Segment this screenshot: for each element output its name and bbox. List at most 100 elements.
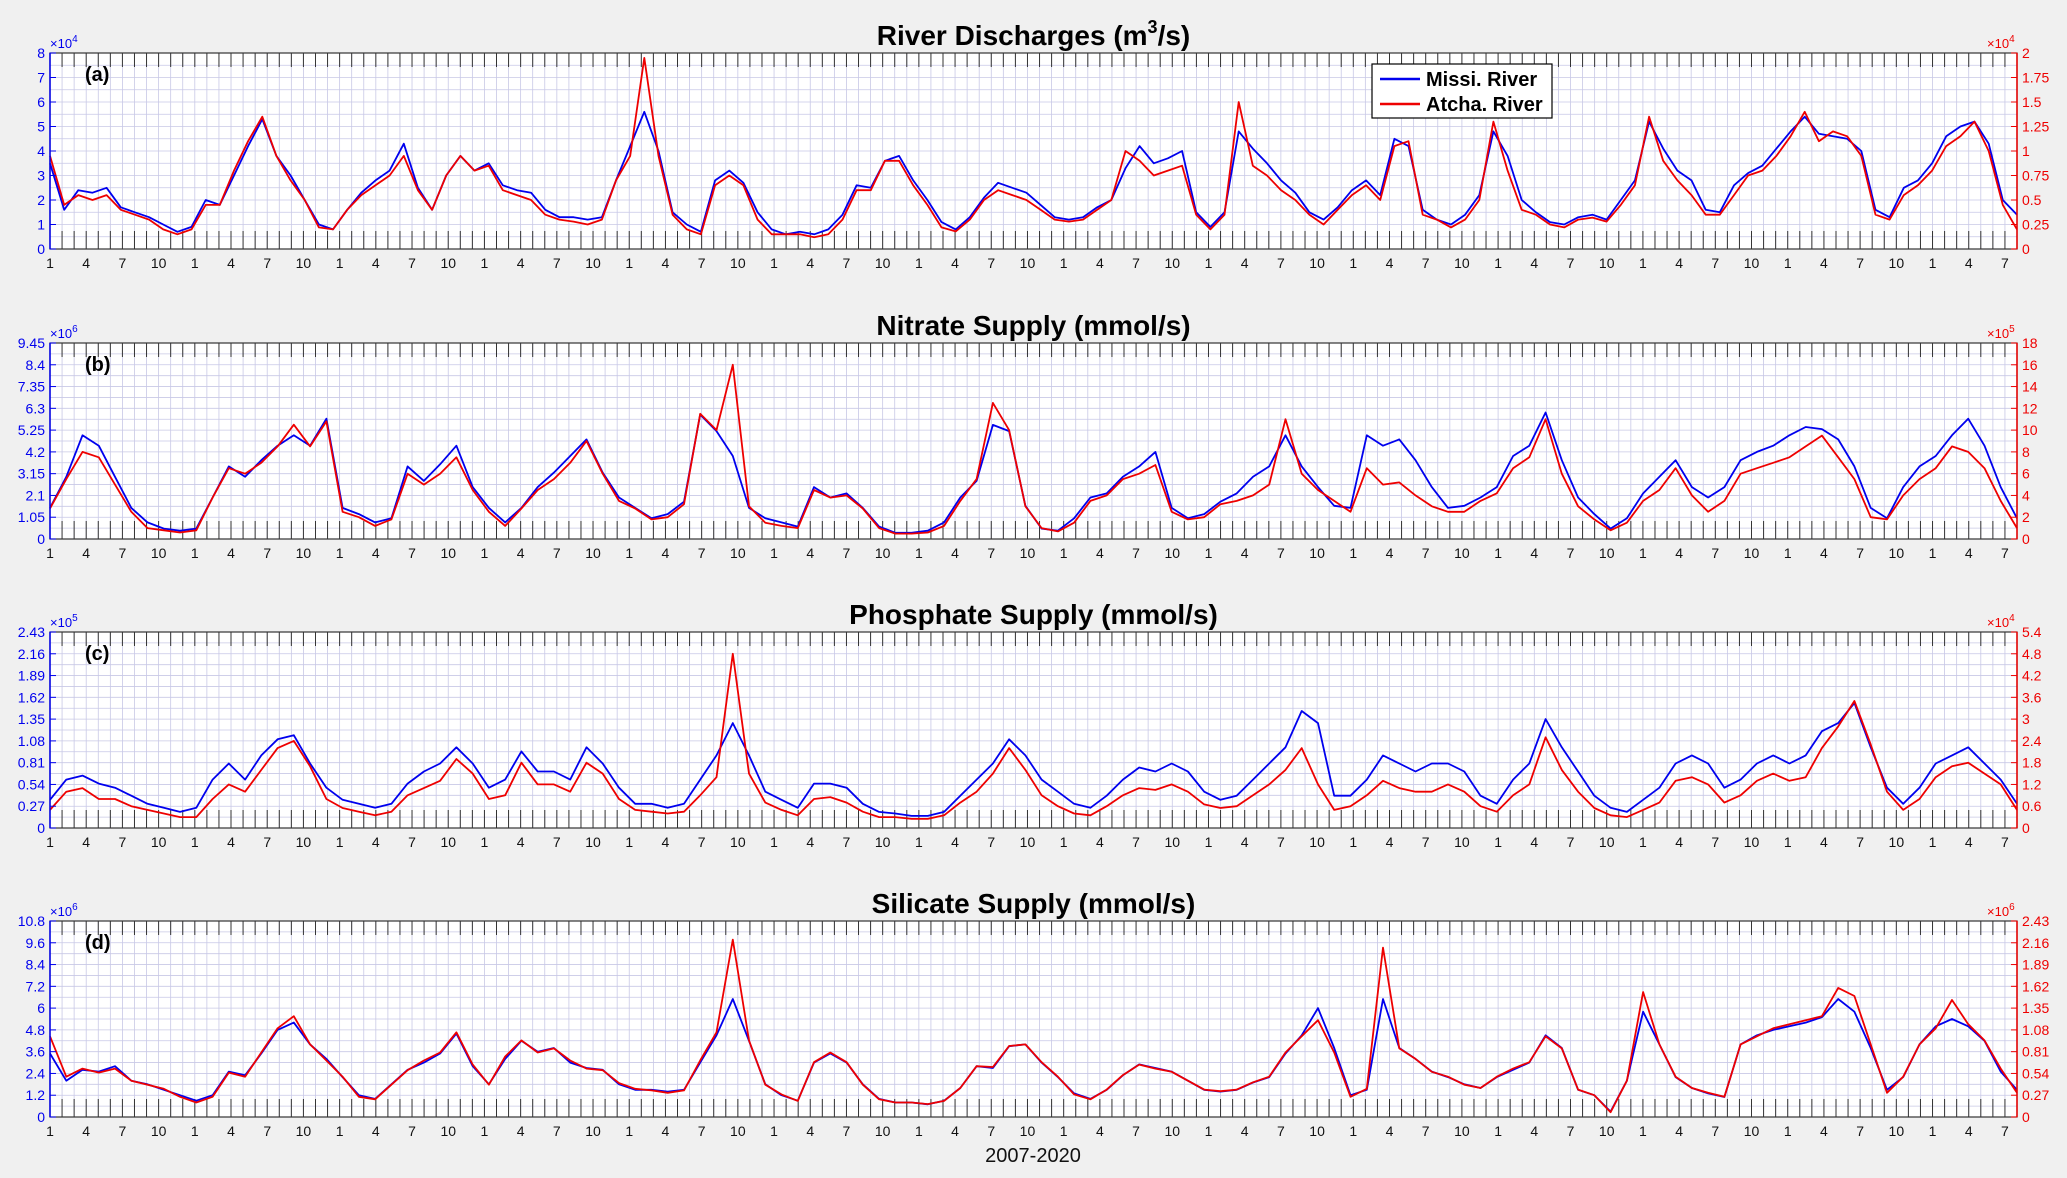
x-tick-label: 10 [875,1123,891,1139]
y-tick-label-right: 1.75 [2022,70,2049,86]
y-tick-label-right: 16 [2022,357,2038,373]
x-tick-label: 4 [1096,834,1104,850]
y-tick-label-right: 2.16 [2022,935,2049,951]
series-line-missi [49,702,2018,817]
y-tick-label-right: 1 [2022,143,2030,159]
x-tick-label: 4 [951,1123,959,1139]
x-tick-label: 7 [1856,255,1864,271]
x-tick-label: 1 [481,255,489,271]
x-tick-label: 10 [1744,545,1760,561]
x-tick-label: 7 [843,1123,851,1139]
x-tick-label: 4 [806,255,814,271]
series-line-atcha [49,938,2018,1114]
x-tick-label: 7 [1132,1123,1140,1139]
y-tick-label-right: 0.5 [2022,192,2042,208]
x-tick-label: 4 [1675,255,1683,271]
x-tick-label: 7 [1422,545,1430,561]
x-tick-label: 7 [1132,545,1140,561]
x-tick-label: 4 [1241,834,1249,850]
x-tick-label: 7 [553,1123,561,1139]
y-tick-label-left: 7 [37,70,45,86]
x-tick-label: 4 [82,255,90,271]
y-tick-label-right: 0.75 [2022,168,2049,184]
x-tick-label: 1 [1060,1123,1068,1139]
y-exponent-left-power: 6 [72,324,78,335]
x-tick-label: 7 [1277,545,1285,561]
panel-title: Nitrate Supply (mmol/s) [876,310,1190,341]
x-tick-label: 7 [1277,1123,1285,1139]
x-tick-label: 4 [1820,1123,1828,1139]
y-tick-label-left: 1.62 [18,689,45,705]
x-tick-label: 7 [408,545,416,561]
x-tick-label: 4 [82,834,90,850]
x-tick-label: 4 [227,1123,235,1139]
x-tick-label: 10 [730,545,746,561]
x-tick-label: 4 [1965,255,1973,271]
x-tick-label: 10 [1599,545,1615,561]
x-tick-label: 7 [263,545,271,561]
x-tick-label: 4 [1386,545,1394,561]
x-tick-label: 4 [1530,545,1538,561]
x-tick-label: 7 [119,255,127,271]
x-tick-label: 1 [336,545,344,561]
y-tick-label-right: 3 [2022,711,2030,727]
x-tick-label: 1 [625,1123,633,1139]
x-tick-label: 1 [915,1123,923,1139]
x-tick-label: 7 [263,1123,271,1139]
x-tick-label: 7 [1856,545,1864,561]
x-tick-label: 7 [843,834,851,850]
y-exponent-left: ×105 [50,613,78,630]
x-tick-label: 1 [625,255,633,271]
x-tick-label: 7 [1711,545,1719,561]
x-tick-label: 1 [46,545,54,561]
legend-box [1371,63,1553,119]
x-tick-label: 1 [770,545,778,561]
x-tick-label: 4 [517,1123,525,1139]
y-tick-label-left: 7.2 [26,978,46,994]
x-tick-label: 7 [1856,834,1864,850]
x-tick-label: 7 [1422,255,1430,271]
y-tick-label-left: 1 [37,217,45,233]
y-tick-label-right: 1.08 [2022,1022,2049,1038]
x-tick-label: 4 [1096,255,1104,271]
x-tick-label: 1 [191,1123,199,1139]
panel-b: 0 1.05 2.1 3.15 4.2 5.25 6.3 7.35 8.4 9.45 0 2 4 6 8 10… [18,310,2038,561]
x-tick-label: 10 [440,834,456,850]
x-tick-label: 7 [1856,1123,1864,1139]
panel-title-superscript: 3 [1148,17,1158,37]
x-tick-label: 7 [119,834,127,850]
y-tick-label-left: 1.89 [18,668,45,684]
y-tick-label-right: 2 [2022,509,2030,525]
x-tick-label: 4 [662,545,670,561]
panel-label: (a) [85,64,109,86]
y-tick-label-right: 0 [2022,820,2030,836]
y-tick-label-left: 8.4 [26,357,46,373]
y-exponent-right: ×105 [1987,324,2015,341]
y-tick-label-left: 9.45 [18,335,45,351]
x-tick-label: 10 [1309,255,1325,271]
y-tick-label-right: 3.6 [2022,689,2042,705]
y-tick-label-left: 0.27 [18,798,45,814]
x-tick-label: 4 [82,545,90,561]
x-tick-label: 10 [1309,545,1325,561]
x-tick-label: 1 [481,1123,489,1139]
y-tick-label-left: 0 [37,820,45,836]
x-tick-label: 1 [1639,255,1647,271]
y-tick-label-left: 2.43 [18,624,45,640]
y-tick-label-right: 4.2 [2022,668,2042,684]
x-tick-label: 7 [987,834,995,850]
x-tick-label: 7 [1422,1123,1430,1139]
x-tick-label: 4 [951,545,959,561]
x-tick-label: 10 [1889,545,1905,561]
y-tick-label-right: 1.5 [2022,94,2042,110]
x-tick-label: 7 [119,1123,127,1139]
x-tick-label: 7 [408,834,416,850]
y-tick-label-left: 5.25 [18,422,45,438]
y-tick-label-left: 10.8 [18,913,45,929]
x-tick-label: 10 [440,1123,456,1139]
y-tick-label-right: 0.27 [2022,1087,2049,1103]
y-tick-label-right: 10 [2022,422,2038,438]
panel-label: (b) [85,354,111,376]
x-tick-label: 7 [2001,255,2009,271]
